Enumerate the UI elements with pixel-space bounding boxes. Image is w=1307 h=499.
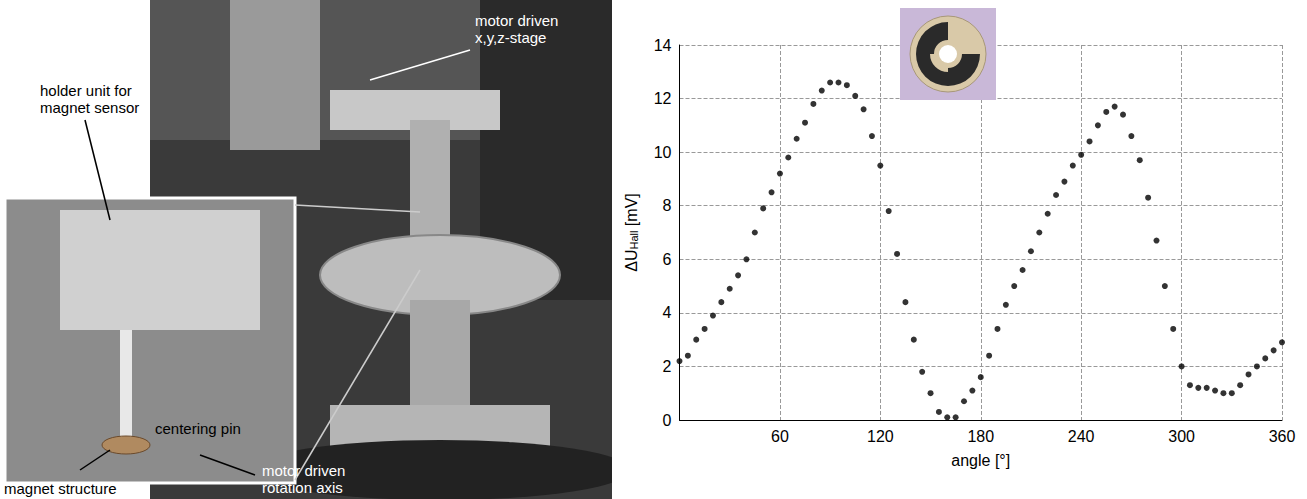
svg-text:6: 6	[663, 251, 672, 268]
svg-text:12: 12	[654, 90, 672, 107]
svg-text:ΔU: ΔU	[623, 250, 640, 272]
svg-text:2: 2	[663, 358, 672, 375]
svg-text:120: 120	[867, 428, 894, 445]
html-text:holder unit for magnet sensor: holder unit for magnet sensor	[40, 82, 140, 116]
html-text:motor driven rotation axis: motor driven rotation axis	[262, 462, 346, 496]
html-text:motor driven x,y,z-stage: motor driven x,y,z-stage	[475, 12, 559, 46]
svg-text:240: 240	[1068, 428, 1095, 445]
svg-text:360: 360	[1269, 428, 1296, 445]
svg-text:0: 0	[663, 412, 672, 429]
svg-text:180: 180	[967, 428, 994, 445]
svg-text:14: 14	[654, 37, 672, 54]
svg-text:300: 300	[1168, 428, 1195, 445]
svg-text:angle [°]: angle [°]	[951, 452, 1010, 469]
html-text:centering pin: centering pin	[155, 420, 241, 437]
svg-text:8: 8	[663, 197, 672, 214]
svg-text:[mV]: [mV]	[623, 193, 640, 230]
svg-text:60: 60	[771, 428, 789, 445]
svg-text:Hall: Hall	[628, 231, 640, 250]
svg-text:4: 4	[663, 304, 672, 321]
html-text:magnet structure: magnet structure	[4, 480, 117, 497]
svg-text:10: 10	[654, 144, 672, 161]
